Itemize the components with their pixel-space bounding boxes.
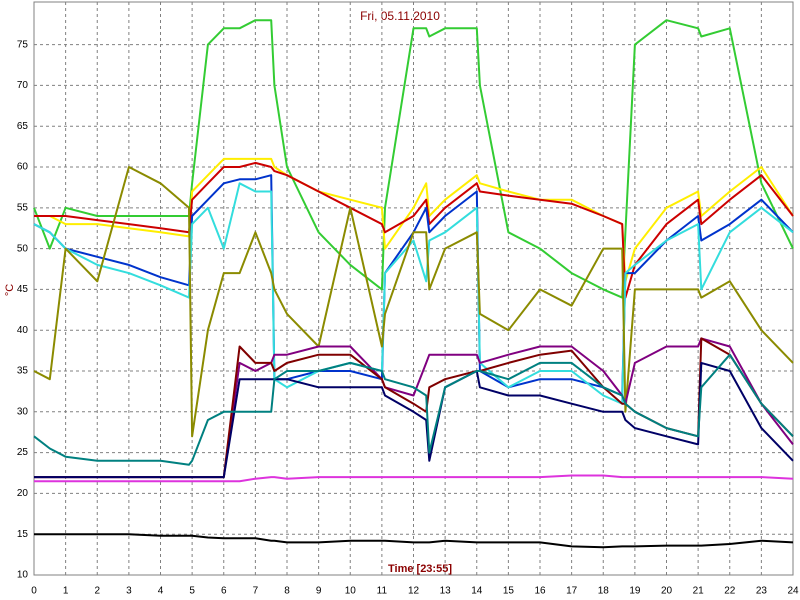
- chart-title: Fri, 05.11.2010: [360, 9, 440, 23]
- series-line: [33, 166, 794, 438]
- y-tick-label: 50: [17, 243, 29, 254]
- x-tick-label: 7: [253, 586, 259, 597]
- y-tick-label: 55: [17, 202, 29, 213]
- x-tick-label: 24: [787, 586, 799, 597]
- x-axis-label: Time [23:55]: [388, 563, 452, 575]
- x-tick-label: 23: [756, 586, 768, 597]
- x-tick-label: 17: [566, 586, 578, 597]
- x-tick-label: 1: [63, 586, 69, 597]
- y-tick-label: 30: [17, 406, 29, 417]
- x-tick-label: 0: [31, 586, 37, 597]
- y-tick-label: 25: [17, 447, 29, 458]
- x-tick-label: 12: [408, 586, 420, 597]
- x-tick-label: 19: [629, 586, 641, 597]
- series-line: [33, 353, 794, 466]
- y-tick-label: 45: [17, 284, 29, 295]
- y-axis-label: °C: [4, 284, 16, 296]
- y-tick-label: 65: [17, 121, 29, 132]
- x-tick-label: 22: [724, 586, 736, 597]
- x-tick-label: 15: [503, 586, 515, 597]
- x-tick-label: 6: [221, 586, 227, 597]
- x-tick-label: 5: [189, 586, 195, 597]
- y-tick-label: 75: [17, 39, 29, 50]
- y-tick-label: 60: [17, 162, 29, 173]
- y-tick-label: 35: [17, 366, 29, 377]
- y-tick-label: 70: [17, 80, 29, 91]
- x-tick-label: 14: [471, 586, 483, 597]
- x-tick-label: 9: [316, 586, 322, 597]
- y-tick-label: 10: [17, 570, 29, 581]
- y-tick-label: 20: [17, 488, 29, 499]
- x-tick-label: 10: [345, 586, 357, 597]
- y-tick-label: 40: [17, 325, 29, 336]
- x-tick-label: 11: [377, 586, 388, 597]
- x-tick-label: 8: [284, 586, 290, 597]
- y-tick-label: 15: [17, 529, 29, 540]
- series-line: [34, 474, 794, 483]
- x-tick-label: 20: [661, 586, 673, 597]
- series-line: [34, 361, 794, 479]
- series-line: [34, 533, 794, 549]
- x-tick-label: 4: [158, 586, 164, 597]
- x-tick-label: 13: [440, 586, 452, 597]
- x-tick-label: 3: [126, 586, 132, 597]
- x-tick-label: 16: [534, 586, 546, 597]
- x-tick-label: 2: [94, 586, 100, 597]
- x-tick-label: 21: [693, 586, 705, 597]
- x-tick-label: 18: [598, 586, 610, 597]
